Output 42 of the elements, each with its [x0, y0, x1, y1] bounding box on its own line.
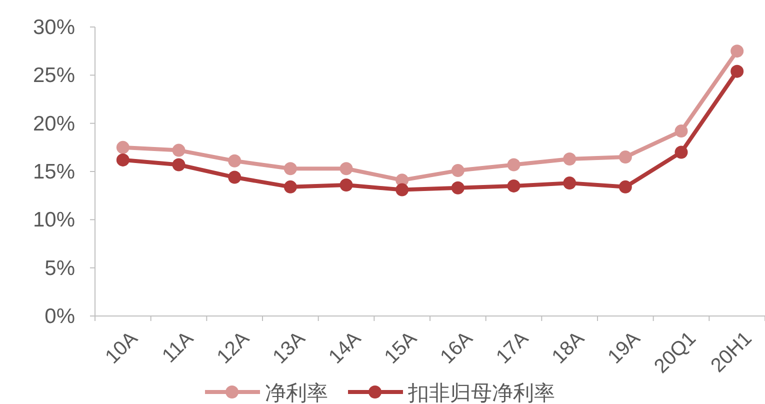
point	[507, 158, 520, 172]
point	[284, 180, 297, 194]
x-tick-label: 11A	[158, 327, 198, 368]
point	[674, 124, 688, 138]
x-tick-label: 14A	[324, 327, 366, 368]
x-tick-label: 18A	[548, 327, 590, 368]
y-tick-label: 5%	[44, 256, 75, 280]
point	[730, 44, 744, 58]
x-tick-label: 17A	[492, 327, 534, 368]
y-tick-label: 10%	[32, 208, 75, 232]
point	[451, 164, 464, 178]
point	[228, 170, 242, 184]
point	[563, 176, 576, 190]
legend-label: 扣非归母净利率	[407, 382, 555, 404]
x-tick-label: 13A	[268, 327, 310, 368]
point	[172, 158, 186, 172]
point	[172, 144, 186, 157]
y-tick-label: 30%	[32, 16, 75, 39]
y-tick-label: 15%	[32, 160, 75, 184]
x-tick-label: 12A	[213, 327, 254, 368]
point	[340, 178, 353, 192]
x-tick-label: 19A	[604, 327, 646, 368]
y-tick-label: 0%	[44, 305, 75, 328]
legend-label: 净利率	[265, 382, 328, 404]
point	[618, 180, 632, 194]
point	[730, 64, 744, 78]
point	[116, 140, 130, 154]
point	[340, 162, 353, 176]
x-tick-label: 16A	[436, 327, 478, 368]
y-tick-label: 20%	[32, 112, 75, 136]
point	[563, 152, 576, 166]
point	[228, 154, 242, 168]
point	[618, 150, 632, 164]
point	[451, 181, 464, 194]
x-tick-label: 15A	[380, 327, 422, 368]
point	[674, 146, 688, 159]
y-tick-label: 25%	[32, 64, 75, 88]
point	[396, 183, 409, 196]
point	[284, 162, 297, 176]
x-tick-label: 10A	[101, 327, 143, 368]
point	[116, 153, 130, 166]
point	[507, 179, 520, 192]
